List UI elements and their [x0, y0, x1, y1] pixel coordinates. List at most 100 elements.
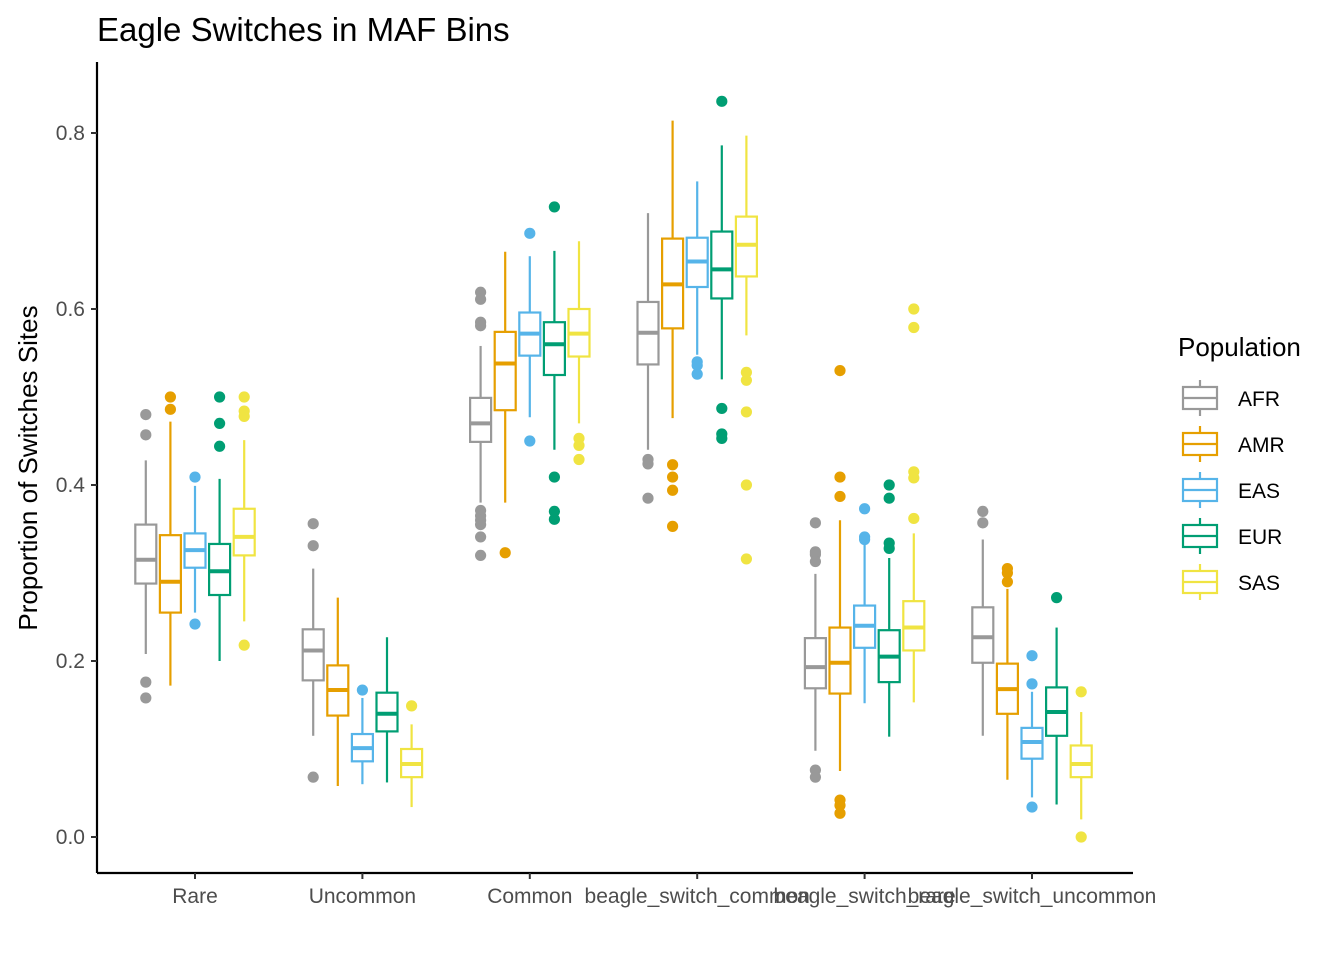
box [971, 606, 995, 664]
box [493, 330, 517, 412]
outlier-point [307, 540, 319, 552]
outlier-point [908, 321, 920, 334]
legend-label: AFR [1238, 388, 1280, 411]
outlier-point [1051, 592, 1063, 604]
outlier-point [524, 435, 536, 447]
outlier-point [740, 374, 753, 386]
box [803, 637, 828, 690]
y-tick-label: 0.0 [56, 826, 85, 849]
outlier-point [834, 365, 846, 377]
box [469, 396, 493, 443]
outlier-point [238, 410, 250, 422]
outlier-point [1026, 678, 1038, 690]
outlier-point [573, 453, 585, 466]
outlier-point [548, 505, 561, 517]
outlier-point [140, 692, 152, 704]
outlier-point [809, 517, 822, 529]
series-eas [183, 181, 1044, 813]
box [301, 628, 325, 682]
outlier-point [1075, 831, 1087, 843]
legend-label: EAS [1238, 480, 1280, 503]
outlier-point [691, 359, 703, 371]
x-tick-label: beagle_switch_common [585, 885, 810, 908]
legend-label: SAS [1238, 572, 1280, 595]
legend-item-afr: AFR [1181, 380, 1280, 416]
y-tick-label: 0.2 [56, 650, 85, 673]
outlier-point [573, 439, 585, 451]
plot-area [134, 95, 1093, 843]
outlier-point [499, 547, 511, 559]
outlier-point [548, 201, 561, 213]
legend: Population AFR AMR EAS EUR SAS [1178, 332, 1301, 600]
outlier-point [908, 472, 920, 484]
outlier-point [859, 503, 871, 515]
outlier-point [667, 471, 679, 483]
outlier-point [883, 479, 895, 491]
outlier-point [307, 771, 319, 783]
outlier-point [642, 458, 654, 470]
outlier-point [883, 492, 895, 504]
outlier-point [475, 549, 487, 562]
outlier-point [834, 807, 846, 819]
legend-title: Population [1178, 332, 1301, 362]
outlier-point [642, 492, 654, 504]
outlier-point [475, 320, 487, 332]
outlier-point [834, 471, 846, 483]
x-tick-label: beagle_switch_uncommon [908, 885, 1157, 908]
outlier-point [716, 432, 728, 444]
y-tick-label: 0.8 [56, 122, 85, 145]
series-sas [232, 135, 1093, 843]
series-afr [134, 213, 995, 783]
box [134, 523, 158, 585]
box [710, 230, 734, 300]
x-tick-label: Uncommon [309, 885, 416, 908]
legend-item-amr: AMR [1181, 426, 1285, 462]
outlier-point [667, 459, 679, 471]
outlier-point [524, 227, 536, 239]
series-amr [158, 120, 1020, 819]
box [158, 534, 182, 614]
legend-item-eas: EAS [1181, 472, 1280, 508]
outlier-point [740, 366, 753, 378]
outlier-point [548, 471, 561, 483]
axes: 0.0 0.2 0.4 0.6 0.8 Rare Uncommon Common beagle_… [56, 62, 1157, 908]
outlier-point [667, 520, 679, 532]
box [232, 507, 256, 557]
outlier-point [140, 409, 152, 421]
outlier-point [164, 391, 176, 403]
outlier-point [740, 553, 753, 565]
outlier-point [977, 517, 989, 529]
outlier-point [834, 799, 846, 811]
outlier-point [189, 471, 201, 483]
outlier-point [164, 403, 176, 415]
outlier-point [834, 490, 846, 503]
y-tick-label: 0.4 [56, 474, 86, 497]
outlier-point [189, 618, 201, 630]
legend-item-sas: SAS [1181, 564, 1280, 600]
outlier-point [691, 368, 703, 380]
y-axis-title: Proportion of Switches Sites [13, 305, 43, 630]
outlier-point [740, 406, 753, 418]
outlier-point [883, 542, 895, 554]
series-eur [208, 95, 1069, 805]
outlier-point [859, 533, 871, 546]
box [828, 626, 852, 695]
outlier-point [809, 771, 822, 783]
outlier-point [740, 479, 753, 491]
outlier-point [548, 513, 561, 525]
legend-label: AMR [1238, 434, 1285, 457]
outlier-point [356, 684, 368, 696]
outlier-point [667, 484, 679, 496]
outlier-point [1001, 567, 1014, 579]
y-tick-label: 0.6 [56, 298, 85, 321]
outlier-point [406, 700, 418, 712]
outlier-point [307, 518, 319, 530]
outlier-point [214, 391, 226, 403]
chart-title: Eagle Switches in MAF Bins [97, 11, 510, 48]
outlier-point [1075, 686, 1087, 698]
outlier-point [475, 531, 487, 543]
outlier-point [977, 505, 989, 517]
outlier-point [214, 417, 226, 429]
outlier-point [716, 95, 728, 107]
